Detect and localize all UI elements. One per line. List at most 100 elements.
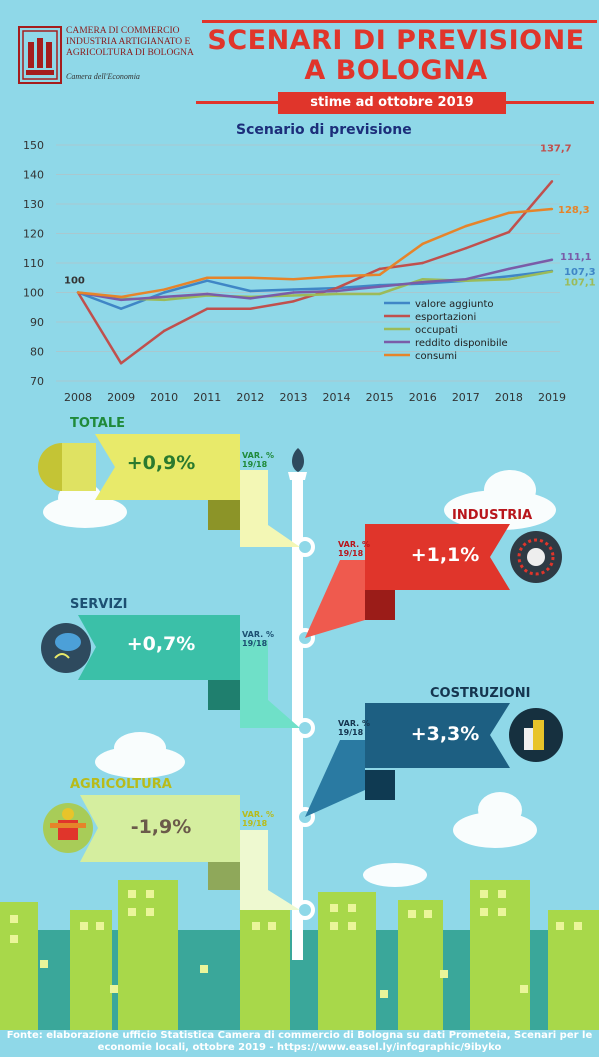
end-value-label: 111,1 — [560, 252, 592, 263]
data-point — [378, 267, 381, 271]
costruzioni-var: VAR. % 19/18 — [338, 719, 370, 737]
x-tick-label: 2014 — [323, 391, 351, 404]
data-point — [464, 247, 468, 250]
data-point — [550, 180, 554, 183]
costruzioni-banner — [365, 703, 510, 768]
legend-label: consumi — [415, 351, 457, 362]
data-point — [335, 289, 338, 293]
legend-label: occupati — [415, 325, 458, 336]
totale-value: +0,9% — [126, 452, 196, 474]
data-point — [119, 298, 123, 302]
data-point — [162, 298, 166, 302]
industria-var: VAR. % 19/18 — [338, 540, 370, 558]
page-title: SCENARI DI PREVISIONE A BOLOGNA — [207, 25, 585, 86]
servizi-banner — [78, 615, 240, 680]
data-point — [378, 273, 381, 276]
servizi-connector — [240, 640, 300, 728]
data-point — [421, 278, 424, 281]
legend-label: reddito disponibile — [415, 338, 508, 349]
y-tick-label: 70 — [30, 375, 44, 388]
x-tick-label: 2012 — [236, 391, 264, 404]
y-tick-label: 80 — [30, 346, 44, 359]
start-value-label: 100 — [64, 276, 85, 287]
data-point — [464, 278, 468, 281]
chart-title: Scenario di previsione — [236, 122, 412, 138]
data-point — [507, 230, 511, 234]
data-point — [119, 362, 123, 365]
industria-connector — [305, 560, 365, 638]
data-point — [292, 291, 295, 294]
totale-banner — [95, 434, 240, 500]
series-line-esportazioni — [76, 180, 553, 365]
x-tick-label: 2017 — [452, 391, 480, 404]
logo-emblem — [18, 26, 62, 84]
end-value-label: 107,3 — [564, 267, 596, 278]
cloud-icon — [95, 732, 185, 778]
data-point — [507, 211, 511, 215]
data-point — [335, 286, 338, 290]
servizi-var: VAR. % 19/18 — [242, 630, 274, 648]
x-tick-label: 2009 — [107, 391, 135, 404]
cloud-icon — [453, 792, 537, 848]
timeline-cap-icon — [292, 448, 304, 472]
org-subtitle: Camera dell'Economia — [66, 72, 140, 81]
agricoltura-connector — [240, 830, 300, 910]
legend-label: valore aggiunto — [415, 299, 493, 310]
sector-servizi — [41, 615, 300, 728]
data-point — [507, 275, 511, 278]
data-point — [378, 292, 381, 296]
series-line-consumi — [77, 207, 553, 299]
data-point — [206, 307, 209, 310]
data-point — [335, 275, 338, 278]
data-point — [292, 300, 295, 303]
cloud-icon — [444, 470, 556, 530]
sector-costruzioni — [305, 703, 563, 817]
data-point — [206, 292, 209, 296]
y-tick-label: 140 — [23, 169, 44, 182]
data-point — [464, 224, 468, 228]
data-point — [249, 276, 252, 279]
costruzioni-value: +3,3% — [410, 723, 480, 745]
line-chart: 70 80 90 100 110 120 130 140 150 2008 2009 2010 2011… — [23, 139, 596, 404]
costruzioni-label: COSTRUZIONI — [430, 686, 531, 701]
y-tick-label: 100 — [23, 287, 44, 300]
y-tick-label: 90 — [30, 316, 44, 329]
end-value-label: 128,3 — [558, 205, 590, 216]
agricoltura-banner — [80, 795, 240, 862]
data-point — [249, 297, 252, 300]
agricoltura-var: VAR. % 19/18 — [242, 810, 274, 828]
totale-connector — [240, 470, 300, 547]
subtitle-badge: stime ad ottobre 2019 — [278, 92, 506, 114]
data-point — [162, 288, 166, 291]
org-name: CAMERA DI COMMERCIO INDUSTRIA ARTIGIANAT… — [66, 26, 194, 58]
data-point — [162, 295, 166, 299]
data-point — [507, 278, 511, 281]
data-point — [378, 285, 381, 288]
title-rule-top — [202, 20, 597, 23]
agricoltura-label: AGRICOLTURA — [70, 777, 172, 792]
data-point — [421, 242, 424, 246]
legend-label: esportazioni — [415, 312, 476, 323]
data-point — [119, 307, 123, 310]
industria-banner — [365, 524, 510, 590]
cloud-icon — [363, 863, 427, 887]
data-point — [550, 270, 554, 273]
data-point — [421, 261, 424, 265]
timeline-bar — [292, 480, 303, 960]
data-point — [335, 292, 338, 296]
totale-var: VAR. % 19/18 — [242, 451, 274, 469]
x-tick-label: 2008 — [64, 391, 92, 404]
x-tick-label: 2011 — [193, 391, 221, 404]
x-tick-label: 2019 — [538, 391, 566, 404]
data-point — [162, 291, 166, 294]
data-point — [421, 280, 424, 284]
data-point — [162, 329, 166, 333]
data-point — [550, 207, 554, 211]
data-point — [76, 291, 80, 294]
x-tick-label: 2010 — [150, 391, 178, 404]
data-point — [292, 294, 295, 297]
totale-label: TOTALE — [70, 416, 126, 431]
y-tick-label: 130 — [23, 198, 44, 211]
agricoltura-value: -1,9% — [130, 816, 192, 838]
end-value-label: 107,1 — [564, 278, 596, 289]
